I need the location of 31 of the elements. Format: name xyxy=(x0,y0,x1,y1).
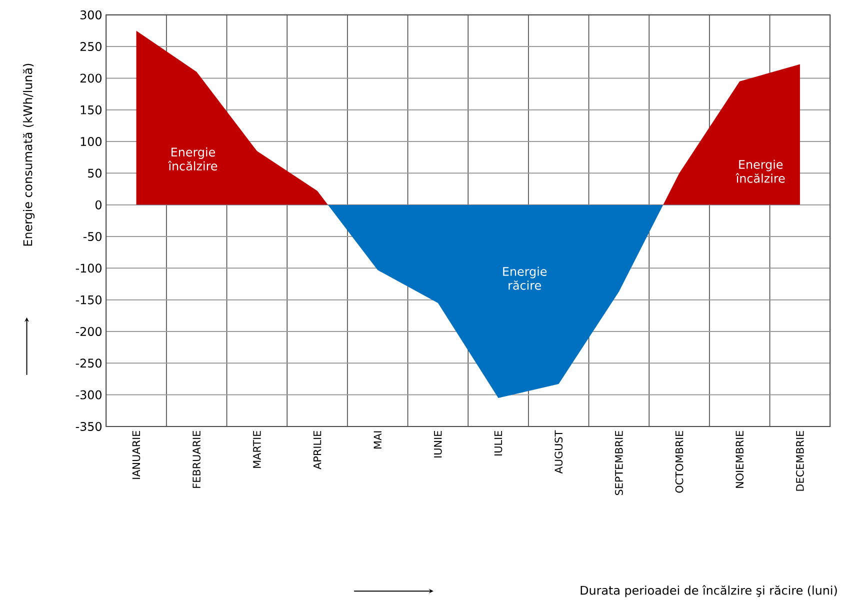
x-tick-label: SEPTEMBRIE xyxy=(615,430,623,496)
y-tick-label: -300 xyxy=(76,390,102,400)
y-tick-label: 100 xyxy=(80,137,102,146)
y-tick-label: 250 xyxy=(80,42,102,52)
x-tick-label: IANUARIE xyxy=(132,430,140,479)
y-tick-label: -100 xyxy=(76,264,102,273)
y-axis-title: Energie consumată (kWh/lună) xyxy=(22,64,35,246)
y-tick-label: 50 xyxy=(88,168,102,178)
x-tick-label: MARTIE xyxy=(253,430,261,468)
x-tick-label: OCTOMBRIE xyxy=(675,430,684,493)
y-tick-label: 150 xyxy=(80,105,102,114)
x-tick-label: MAI xyxy=(374,431,382,448)
y-tick-label: -200 xyxy=(76,326,102,336)
x-tick-label: DECEMBRIE xyxy=(796,430,804,491)
x-tick-label: APRILIE xyxy=(313,430,322,470)
x-tick-label: IUNIE xyxy=(434,430,442,458)
x-tick-label: FEBRUARIE xyxy=(192,430,200,488)
y-tick-label: -250 xyxy=(76,358,102,368)
x-tick-label: IULIE xyxy=(494,430,502,456)
y-tick-label: 200 xyxy=(80,74,102,83)
y-tick-label: -350 xyxy=(76,422,102,431)
x-tick-label: NOIEMBRIE xyxy=(736,430,744,488)
y-tick-label: 300 xyxy=(80,10,102,20)
text: Durata perioadei de încălzire şi răcire (luni) xyxy=(580,585,837,598)
annotation: Energie răcire xyxy=(503,266,547,290)
annotation: Energie încălzire xyxy=(736,160,785,183)
y-tick-label: -150 xyxy=(76,295,102,304)
x-tick-label: AUGUST xyxy=(554,430,563,474)
annotation: Energie încălzire xyxy=(168,147,218,170)
y-tick-label: 0 xyxy=(96,200,102,210)
y-tick-label: -50 xyxy=(83,232,102,241)
